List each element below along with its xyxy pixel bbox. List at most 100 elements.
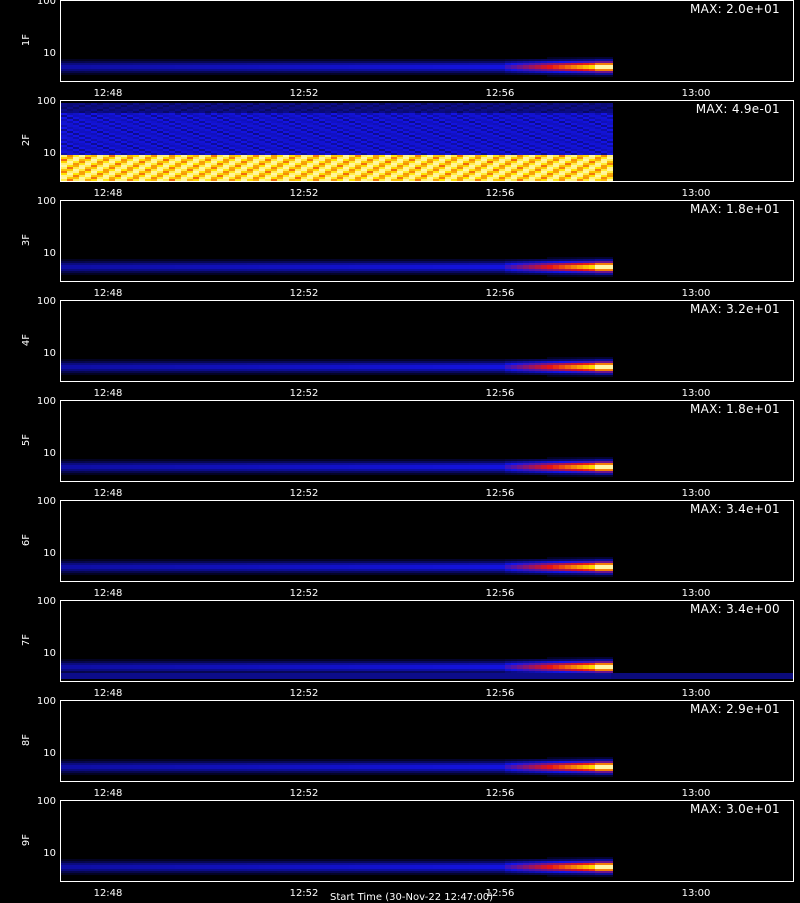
heatmap-cell [199, 139, 205, 141]
heatmap-cell [271, 125, 277, 127]
heatmap-cell [157, 149, 163, 151]
heatmap-cell [229, 169, 235, 171]
heatmap-cell [433, 121, 439, 123]
heatmap-cell [487, 171, 493, 173]
heatmap-cell [295, 259, 301, 261]
heatmap-cell [331, 141, 337, 143]
heatmap-cell [559, 167, 565, 169]
heatmap-cell [439, 161, 445, 163]
heatmap-cell [133, 139, 139, 141]
heatmap-cell [397, 163, 403, 165]
heatmap-cell [559, 121, 565, 123]
heatmap-cell [139, 263, 145, 265]
heatmap-cell [169, 137, 175, 139]
heatmap-cell [415, 167, 421, 169]
heatmap-cell [535, 175, 541, 177]
heatmap-cell [517, 121, 523, 123]
heatmap-cell [493, 123, 499, 125]
heatmap-cell [175, 165, 181, 167]
heatmap-cell [469, 179, 475, 181]
heatmap-cell [517, 169, 523, 171]
heatmap-cell [265, 105, 271, 107]
heatmap-cell [205, 169, 211, 171]
heatmap-cell [91, 133, 97, 135]
heatmap-cell [103, 105, 109, 107]
heatmap-cell [211, 173, 217, 175]
heatmap-cell [541, 115, 547, 117]
heatmap-cell [319, 117, 325, 119]
heatmap-cell [493, 167, 499, 169]
heatmap-cell [517, 71, 523, 73]
heatmap-cell [331, 165, 337, 167]
heatmap-cell [217, 131, 223, 133]
heatmap-cell [487, 71, 493, 73]
heatmap-cell [505, 259, 511, 261]
heatmap-cell [469, 125, 475, 127]
heatmap-cell [487, 167, 493, 169]
heatmap-cell [157, 155, 163, 157]
heatmap-cell [589, 63, 595, 65]
heatmap-cell [385, 165, 391, 167]
heatmap-cell [493, 159, 499, 161]
heatmap-cell [349, 153, 355, 155]
heatmap-cell [475, 269, 481, 271]
heatmap-cell [499, 113, 505, 115]
heatmap-cell [211, 153, 217, 155]
heatmap-cell [217, 109, 223, 111]
heatmap-cell [265, 115, 271, 117]
heatmap-cell [589, 137, 595, 139]
heatmap-cell [169, 69, 175, 71]
heatmap-cell [445, 179, 451, 181]
heatmap-cell [127, 273, 133, 275]
heatmap-cell [235, 157, 241, 159]
heatmap-cell [109, 147, 115, 149]
heatmap-cell [97, 105, 103, 107]
heatmap-cell [73, 169, 79, 171]
heatmap-cell [427, 103, 433, 105]
heatmap-cell [235, 177, 241, 179]
heatmap-cell [265, 151, 271, 153]
heatmap-cell [391, 71, 397, 73]
heatmap-cell [367, 125, 373, 127]
heatmap-cell [583, 107, 589, 109]
heatmap-cell [349, 173, 355, 175]
heatmap-cell [595, 151, 601, 153]
heatmap-cell [439, 271, 445, 273]
heatmap-cell [61, 109, 67, 111]
heatmap-cell [265, 73, 271, 75]
heatmap-cell [139, 125, 145, 127]
heatmap-cell [163, 121, 169, 123]
heatmap-cell [511, 165, 517, 167]
heatmap-cell [379, 109, 385, 111]
heatmap-cell [595, 75, 601, 77]
heatmap-cell [343, 117, 349, 119]
heatmap-cell [409, 71, 415, 73]
heatmap-cell [247, 171, 253, 173]
heatmap-cell [583, 165, 589, 167]
heatmap-cell [571, 107, 577, 109]
heatmap-cell [445, 143, 451, 145]
heatmap-cell [517, 259, 523, 261]
heatmap-cell [181, 175, 187, 177]
heatmap-cell [349, 61, 355, 63]
heatmap-cell [193, 261, 199, 263]
heatmap-cell [361, 63, 367, 65]
heatmap-cell [553, 73, 559, 75]
heatmap-cell [283, 73, 289, 75]
heatmap-cell [265, 63, 271, 65]
heatmap-cell [325, 121, 331, 123]
heatmap-cell [469, 149, 475, 151]
heatmap-cell [529, 157, 535, 159]
heatmap-cell [67, 171, 73, 173]
heatmap-cell [301, 151, 307, 153]
heatmap-cell [217, 265, 223, 267]
heatmap-cell [157, 59, 163, 61]
heatmap-cell [439, 141, 445, 143]
heatmap-cell [109, 149, 115, 151]
heatmap-cell [205, 67, 211, 69]
heatmap-cell [547, 59, 553, 61]
heatmap-cell [487, 177, 493, 179]
heatmap-cell [427, 123, 433, 125]
heatmap-cell [223, 175, 229, 177]
heatmap-cell [121, 61, 127, 63]
